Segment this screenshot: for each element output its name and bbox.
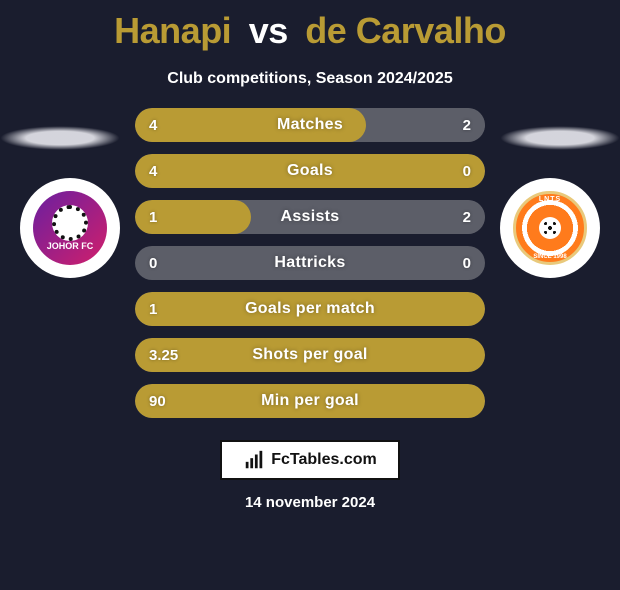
stat-label: Matches <box>135 108 485 142</box>
stat-row: Hattricks0 0 <box>135 246 485 280</box>
stat-row: Goals per match1 <box>135 292 485 326</box>
player1-shadow <box>0 126 120 150</box>
stat-label: Hattricks <box>135 246 485 280</box>
date-label: 14 november 2024 <box>0 494 620 511</box>
stat-value-left: 4 <box>149 108 157 142</box>
stat-value-right: 0 <box>463 246 471 280</box>
stat-value-left: 3.25 <box>149 338 178 372</box>
stat-row: Assists1 2 <box>135 200 485 234</box>
player1-club-name: JOHOR FC <box>47 241 94 251</box>
comparison-arena: JOHOR FC LNTS SINCE 1998 Matches42Goals4… <box>0 108 620 418</box>
chart-icon <box>243 449 265 471</box>
brand-badge: FcTables.com <box>220 440 400 480</box>
stat-value-left: 1 <box>149 292 157 326</box>
stat-label: Goals <box>135 154 485 188</box>
stat-label: Goals per match <box>135 292 485 326</box>
stat-value-left: 0 <box>149 246 157 280</box>
stat-bars: Matches42Goals40Assists12Hattricks00Goal… <box>135 108 485 418</box>
stat-row: Shots per goal3.25 <box>135 338 485 372</box>
stat-value-left: 90 <box>149 384 166 418</box>
stat-label: Shots per goal <box>135 338 485 372</box>
player2-ring-bottom: SINCE 1998 <box>533 254 566 260</box>
stat-value-left: 4 <box>149 154 157 188</box>
player2-club-badge: LNTS SINCE 1998 <box>500 178 600 278</box>
brand-text: FcTables.com <box>271 451 377 469</box>
subtitle: Club competitions, Season 2024/2025 <box>0 70 620 88</box>
stat-label: Min per goal <box>135 384 485 418</box>
page-title: Hanapi vs de Carvalho <box>0 10 620 52</box>
player2-name: de Carvalho <box>305 10 506 51</box>
stat-row: Min per goal90 <box>135 384 485 418</box>
gear-icon <box>52 205 88 241</box>
title-vs: vs <box>249 10 288 51</box>
football-icon <box>539 217 561 239</box>
player1-club-badge: JOHOR FC <box>20 178 120 278</box>
stat-row: Matches4 2 <box>135 108 485 142</box>
player1-crest: JOHOR FC <box>33 191 107 265</box>
stat-row: Goals4 0 <box>135 154 485 188</box>
player1-name: Hanapi <box>114 10 231 51</box>
stat-value-right: 2 <box>463 108 471 142</box>
stat-value-right: 0 <box>463 154 471 188</box>
stat-value-left: 1 <box>149 200 157 234</box>
player2-crest: LNTS SINCE 1998 <box>513 191 587 265</box>
stat-label: Assists <box>135 200 485 234</box>
player2-ring-top: LNTS <box>539 196 561 203</box>
stat-value-right: 2 <box>463 200 471 234</box>
player2-shadow <box>500 126 620 150</box>
